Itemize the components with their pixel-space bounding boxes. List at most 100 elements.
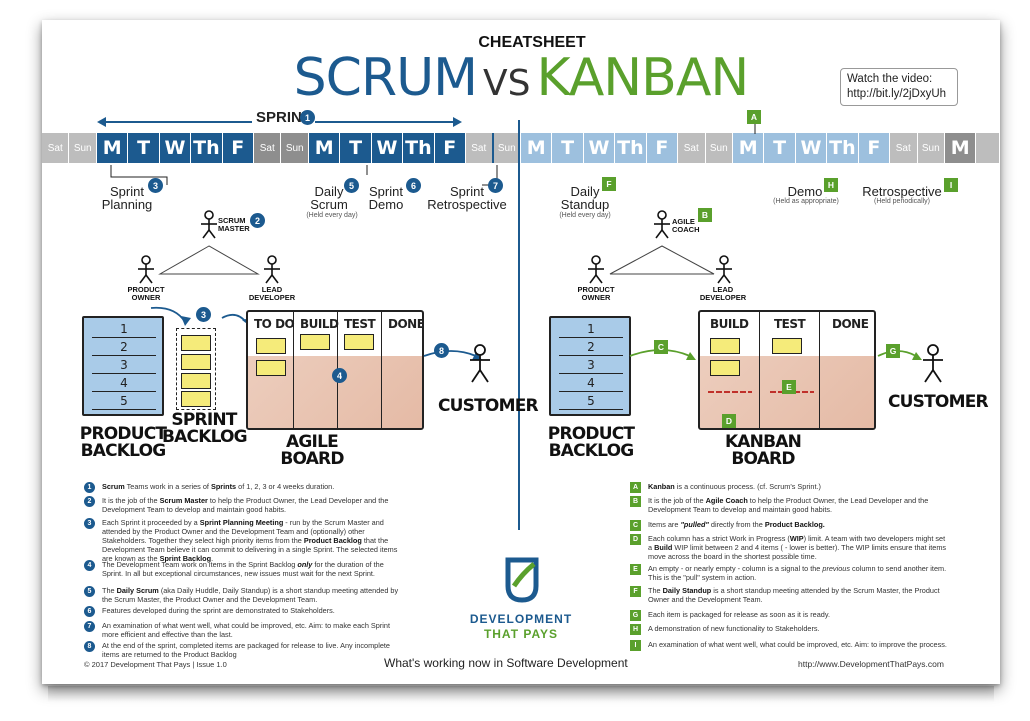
- calendar-day: Sat: [678, 133, 706, 163]
- legend-badge: 5: [84, 586, 95, 597]
- badge-1: 1: [300, 110, 315, 125]
- scrum-product-backlog-doc: 1 2 3 4 5: [82, 316, 164, 416]
- calendar-day: Sun: [917, 133, 945, 163]
- daily-scrum-label: Daily Scrum: [310, 184, 348, 212]
- product-owner-label: PRODUCT OWNER: [127, 285, 165, 302]
- calendar-day: Th: [615, 133, 647, 163]
- legend-text: It is the job of the Scrum Master to hel…: [102, 496, 389, 514]
- logo-text: DEVELOPMENT THAT PAYS: [466, 612, 576, 642]
- column-header: TEST: [344, 317, 376, 331]
- sticky-note: [181, 354, 211, 370]
- calendar-day: Sun: [705, 133, 733, 163]
- kanban-customer-figure: [923, 344, 943, 383]
- customer-figure: [470, 344, 490, 383]
- sticky-note: [256, 338, 286, 354]
- legend-text: The Development Team work on items in th…: [102, 560, 384, 578]
- scrum-team-figures: [138, 210, 280, 284]
- calendar-day: Sun: [493, 133, 521, 163]
- badge-7: 7: [488, 178, 503, 193]
- column-header: BUILD: [710, 317, 749, 331]
- legend-text: The Daily Standup is a short standup mee…: [648, 586, 940, 604]
- backlog-row: 2: [559, 340, 623, 356]
- backlog-row: 3: [559, 358, 623, 374]
- sticky-note: [344, 334, 374, 350]
- daily-standup-label: Daily Standup: [560, 184, 610, 212]
- calendar-strip: Sat Sun M T W Th F Sat Sun M T W Th F Sat Sun M T W Th F Sat S…: [42, 133, 1000, 163]
- kanban-a-connector: [754, 124, 756, 134]
- cheatsheet-label: CHEATSHEET: [478, 34, 586, 51]
- legend-badge: E: [630, 564, 641, 575]
- kanban-board: BUILD TEST DONE: [698, 310, 876, 430]
- calendar-day: Sun: [281, 133, 309, 163]
- kanban-demo-label: Demo: [787, 184, 823, 199]
- board-column-test: [338, 312, 382, 428]
- legend-badge: B: [630, 496, 641, 507]
- kanban-retro-label: Retrospective: [862, 184, 942, 199]
- badge-h: H: [824, 178, 838, 192]
- legend-badge: 4: [84, 560, 95, 571]
- legend-text: An examination of what went well, what c…: [102, 621, 390, 639]
- calendar-day: Th: [403, 133, 435, 163]
- calendar-day: T: [128, 133, 160, 163]
- sticky-note: [710, 360, 740, 376]
- calendar-day: M: [96, 133, 129, 163]
- video-link-box[interactable]: Watch the video: http://bit.ly/2jDxyUh: [840, 68, 958, 106]
- kanban-product-owner-label: PRODUCT OWNER: [577, 285, 615, 302]
- badge-8: 8: [434, 343, 449, 358]
- calendar-day: Sat: [466, 133, 494, 163]
- logo-line-1: DEVELOPMENT: [469, 612, 573, 626]
- legend-text: A demonstration of new functionality to …: [648, 624, 820, 633]
- daily-standup-sublabel: (Held every day): [559, 212, 611, 219]
- backlog-row: 1: [559, 322, 623, 338]
- board-column-test: [760, 312, 820, 428]
- badge-6: 6: [406, 178, 421, 193]
- scrum-legend: 1 Scrum Teams work in a series of Sprints…: [84, 476, 424, 659]
- calendar-day: M: [308, 133, 341, 163]
- calendar-day: T: [552, 133, 584, 163]
- legend-text: Each item is packaged for release as soo…: [648, 610, 830, 619]
- page-shadow: [48, 686, 994, 702]
- scrum-customer-label: CUSTOMER: [438, 396, 539, 416]
- column-header: BUILD: [300, 317, 339, 331]
- backlog-row: 3: [92, 358, 156, 374]
- agile-coach-label: AGILE COACH: [672, 217, 700, 234]
- badge-c: C: [654, 340, 668, 354]
- badge-f: F: [602, 177, 616, 191]
- sprint-planning-label: Sprint Planning: [101, 184, 153, 212]
- calendar-day: W: [583, 133, 616, 163]
- video-url[interactable]: http://bit.ly/2jDxyUh: [847, 88, 947, 100]
- footer-tagline: What's working now in Software Developme…: [384, 656, 628, 670]
- calendar-day: W: [795, 133, 828, 163]
- column-header: TO DO: [254, 317, 295, 331]
- agile-board-label: AGILE BOARD: [280, 432, 344, 469]
- page-title: SCRUM VS KANBAN: [42, 50, 1000, 112]
- badge-5: 5: [344, 178, 359, 193]
- badge-g: G: [886, 344, 900, 358]
- scrum-master-label: SCRUM MASTER: [218, 216, 250, 233]
- sprint-backlog-box: [176, 328, 216, 410]
- calendar-day: Sat: [254, 133, 282, 163]
- sticky-note: [772, 338, 802, 354]
- legend-text: An examination of what went well, what c…: [648, 640, 947, 649]
- legend-badge: G: [630, 610, 641, 621]
- backlog-row: 5: [559, 394, 623, 410]
- calendar-day: F: [646, 133, 679, 163]
- badge-i: I: [944, 178, 958, 192]
- footer-url[interactable]: http://www.DevelopmentThatPays.com: [798, 659, 944, 669]
- legend-badge: 6: [84, 606, 95, 617]
- legend-badge: A: [630, 482, 641, 493]
- backlog-row: 5: [92, 394, 156, 410]
- legend-badge: D: [630, 534, 641, 545]
- legend-text: At the end of the sprint, completed item…: [102, 641, 390, 659]
- legend-text: Scrum Teams work in a series of Sprints …: [102, 482, 335, 491]
- legend-badge: 7: [84, 621, 95, 632]
- kanban-demo-sublabel: (Held as appropriate): [773, 198, 839, 205]
- badge-b: B: [698, 208, 712, 222]
- backlog-row: 4: [92, 376, 156, 392]
- column-header: DONE: [388, 317, 424, 331]
- logo-line-2: THAT PAYS: [483, 627, 559, 641]
- legend-badge: F: [630, 586, 641, 597]
- badge-e: E: [782, 380, 796, 394]
- sticky-note: [300, 334, 330, 350]
- sprint-retrospective-label: Sprint Retrospective: [427, 184, 507, 212]
